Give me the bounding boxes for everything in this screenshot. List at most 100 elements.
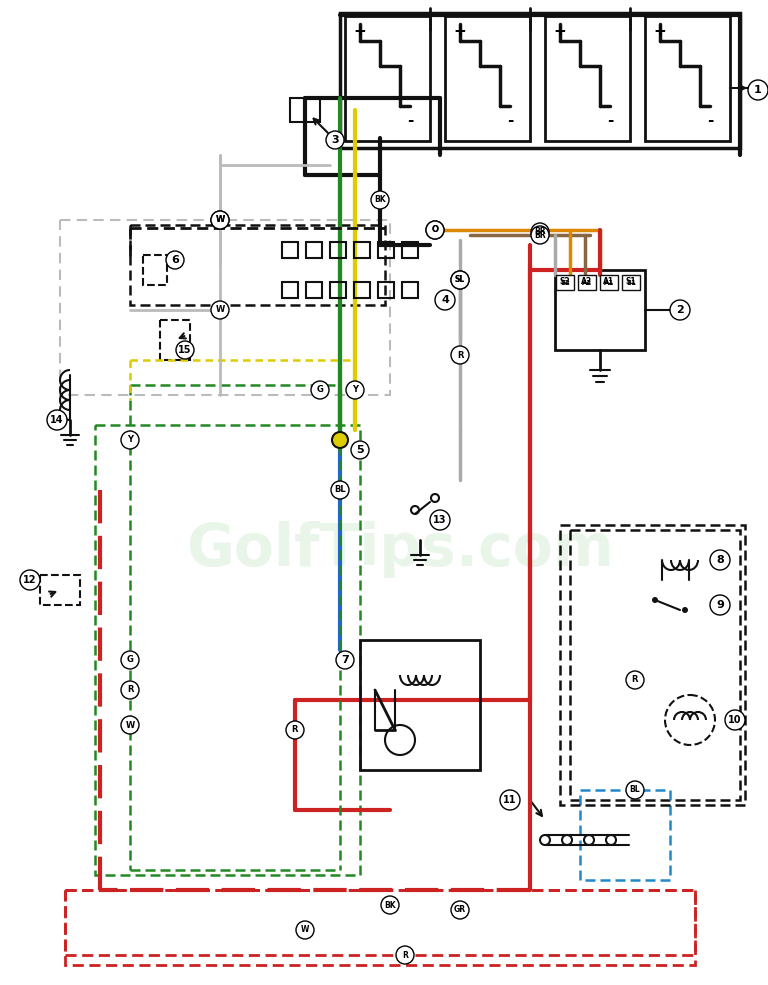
Circle shape bbox=[211, 211, 229, 229]
Text: BR: BR bbox=[535, 230, 546, 239]
Text: R: R bbox=[292, 726, 298, 735]
Text: S2: S2 bbox=[560, 280, 570, 286]
Circle shape bbox=[331, 481, 349, 499]
Bar bbox=[378, 242, 394, 258]
Text: 3: 3 bbox=[331, 135, 339, 145]
Bar bbox=[282, 282, 298, 298]
Circle shape bbox=[451, 346, 469, 364]
Text: R: R bbox=[127, 686, 134, 694]
Circle shape bbox=[351, 441, 369, 459]
Bar bbox=[545, 16, 630, 141]
Text: G: G bbox=[316, 385, 323, 395]
Text: S1: S1 bbox=[626, 280, 636, 286]
Bar bbox=[556, 275, 574, 290]
Bar bbox=[402, 282, 418, 298]
Circle shape bbox=[311, 381, 329, 399]
Text: 7: 7 bbox=[341, 655, 349, 665]
Circle shape bbox=[121, 681, 139, 699]
Bar bbox=[378, 282, 394, 298]
Circle shape bbox=[326, 131, 344, 149]
Text: R: R bbox=[457, 351, 463, 360]
Bar bbox=[560, 525, 745, 805]
Text: W: W bbox=[215, 216, 224, 225]
Circle shape bbox=[682, 607, 688, 613]
Bar bbox=[40, 575, 80, 605]
Circle shape bbox=[166, 251, 184, 269]
Text: A1: A1 bbox=[604, 278, 614, 287]
Bar bbox=[95, 425, 360, 875]
Text: W: W bbox=[125, 720, 134, 730]
Bar bbox=[354, 282, 370, 298]
Bar bbox=[60, 220, 390, 395]
Text: -: - bbox=[707, 113, 713, 128]
Text: SL: SL bbox=[455, 276, 465, 285]
Text: A1: A1 bbox=[604, 280, 614, 286]
Circle shape bbox=[286, 721, 304, 739]
Circle shape bbox=[451, 271, 469, 289]
Circle shape bbox=[381, 896, 399, 914]
Text: +: + bbox=[654, 24, 667, 38]
Circle shape bbox=[396, 946, 414, 964]
Circle shape bbox=[176, 341, 194, 359]
Circle shape bbox=[652, 597, 658, 603]
Circle shape bbox=[336, 651, 354, 669]
Bar bbox=[360, 640, 480, 770]
Text: A2: A2 bbox=[582, 280, 592, 286]
Text: R: R bbox=[402, 951, 408, 959]
Circle shape bbox=[47, 410, 67, 430]
Bar bbox=[445, 16, 530, 141]
Circle shape bbox=[121, 431, 139, 449]
Text: W: W bbox=[301, 926, 310, 935]
Text: 10: 10 bbox=[728, 715, 742, 725]
Text: GR: GR bbox=[454, 905, 466, 914]
Text: A2: A2 bbox=[581, 278, 593, 287]
Text: BL: BL bbox=[334, 486, 346, 494]
Text: BK: BK bbox=[374, 195, 386, 205]
Bar bbox=[600, 275, 618, 290]
Text: 13: 13 bbox=[433, 515, 447, 525]
Circle shape bbox=[500, 790, 520, 810]
Circle shape bbox=[710, 550, 730, 570]
Bar bbox=[578, 275, 596, 290]
Circle shape bbox=[725, 710, 745, 730]
Circle shape bbox=[451, 271, 469, 289]
Bar bbox=[290, 98, 320, 122]
Text: Y: Y bbox=[352, 385, 358, 395]
Bar bbox=[282, 242, 298, 258]
Circle shape bbox=[20, 570, 40, 590]
Text: 1: 1 bbox=[754, 85, 762, 95]
Bar bbox=[555, 270, 645, 350]
Bar bbox=[580, 790, 670, 880]
Text: SL: SL bbox=[455, 276, 465, 285]
Text: BK: BK bbox=[384, 900, 396, 909]
Bar bbox=[330, 242, 346, 258]
Circle shape bbox=[451, 901, 469, 919]
Bar bbox=[402, 242, 418, 258]
Text: +: + bbox=[353, 24, 366, 38]
Circle shape bbox=[435, 290, 455, 310]
Circle shape bbox=[426, 221, 444, 239]
Text: 8: 8 bbox=[716, 555, 724, 565]
Circle shape bbox=[296, 921, 314, 939]
Bar bbox=[354, 242, 370, 258]
Bar bbox=[622, 275, 640, 290]
Bar bbox=[306, 282, 322, 298]
Text: S2: S2 bbox=[560, 278, 571, 287]
Circle shape bbox=[430, 510, 450, 530]
Text: 14: 14 bbox=[50, 415, 64, 425]
Text: -: - bbox=[507, 113, 513, 128]
Circle shape bbox=[670, 300, 690, 320]
Text: 2: 2 bbox=[676, 305, 684, 315]
Text: R: R bbox=[632, 676, 638, 685]
Text: -: - bbox=[607, 113, 613, 128]
Bar bbox=[570, 530, 740, 800]
Circle shape bbox=[426, 221, 444, 239]
Text: +: + bbox=[554, 24, 566, 38]
Text: 11: 11 bbox=[503, 795, 517, 805]
Text: G: G bbox=[127, 655, 134, 665]
Text: O: O bbox=[432, 226, 439, 234]
Text: +: + bbox=[454, 24, 466, 38]
Text: BR: BR bbox=[535, 228, 546, 236]
Bar bbox=[306, 242, 322, 258]
Circle shape bbox=[531, 223, 549, 241]
